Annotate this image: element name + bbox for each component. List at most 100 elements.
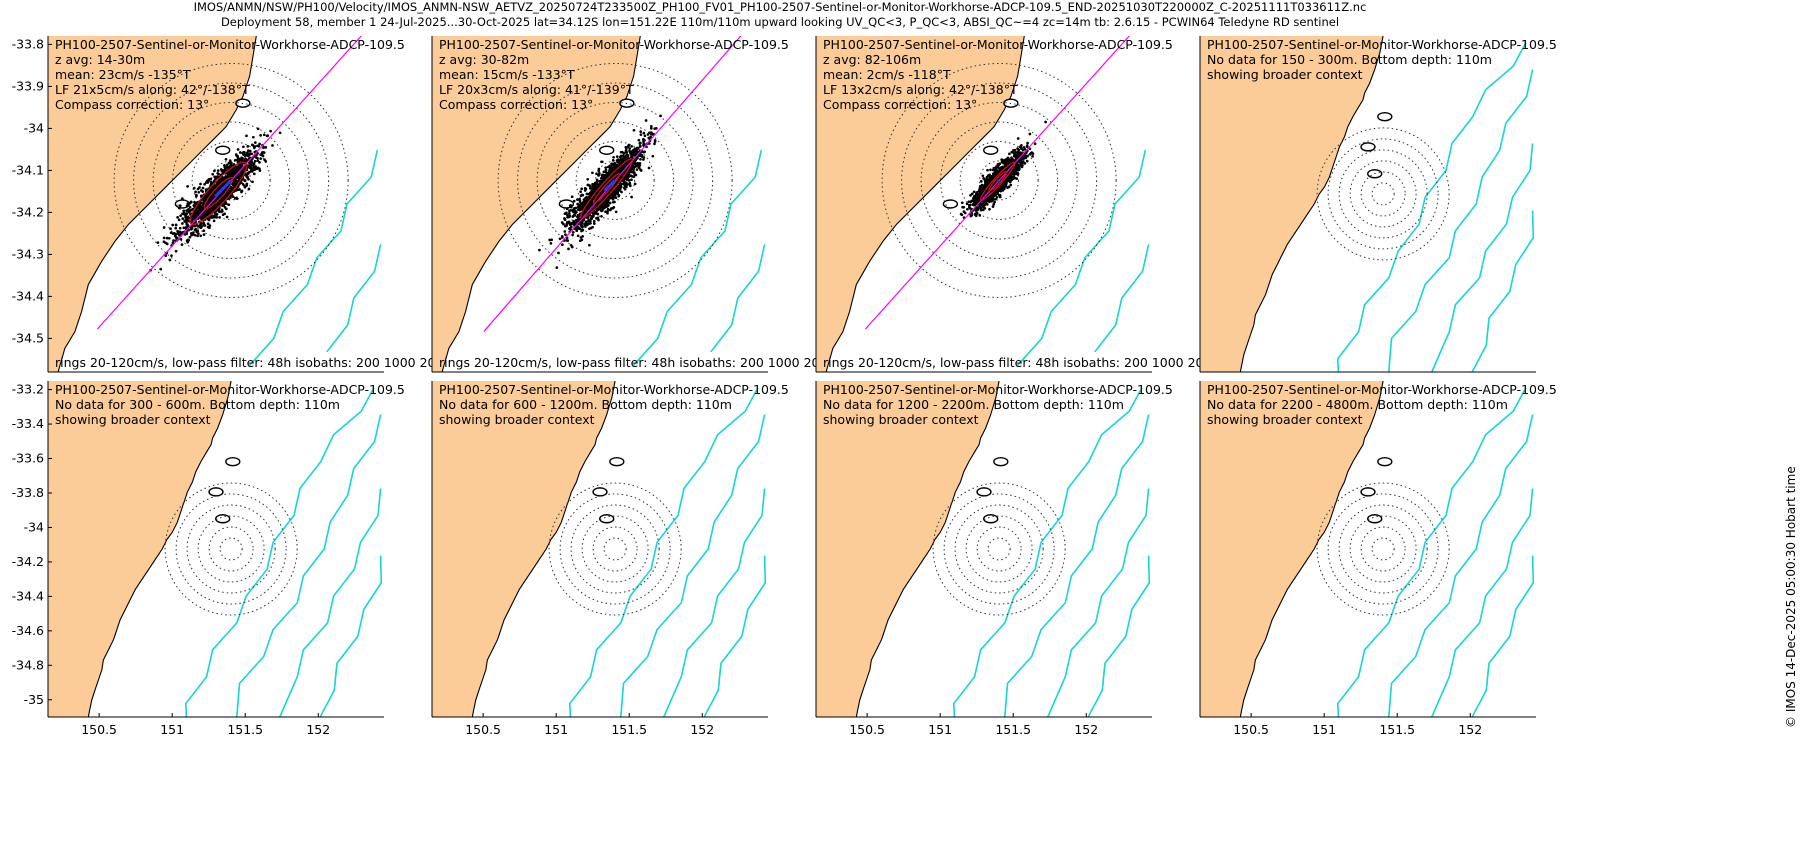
panel-info-line-1: No data for 600 - 1200m. Bottom depth: 1… [439, 397, 732, 412]
scatter-point [971, 199, 975, 203]
scatter-point [576, 205, 580, 209]
scatter-point [981, 184, 985, 187]
scatter-point [634, 165, 637, 168]
scatter-point [601, 209, 604, 212]
speed-ring-120 [548, 482, 682, 616]
scatter-point [250, 160, 254, 164]
scatter-point [635, 168, 639, 171]
scatter-point [1023, 162, 1027, 165]
scatter-point [181, 222, 184, 225]
scatter-point [233, 169, 237, 173]
scatter-point [643, 134, 647, 138]
isobath-line-4 [1471, 555, 1535, 717]
scatter-point [564, 224, 567, 228]
isobath-line-3 [663, 488, 766, 717]
scatter-point [222, 195, 226, 199]
scatter-point [557, 251, 560, 255]
panel-5-map [48, 381, 384, 717]
scatter-point [994, 191, 998, 195]
scatter-point [264, 160, 268, 163]
scatter-point [565, 239, 568, 242]
scatter-point [550, 238, 554, 242]
speed-ring-100 [133, 82, 330, 279]
speed-ring-20 [979, 160, 1020, 201]
scatter-point [600, 205, 603, 209]
scatter-point [586, 223, 589, 227]
scatter-point [643, 150, 646, 154]
x-tick-label: 152 [1458, 722, 1482, 737]
scatter-point [251, 180, 254, 184]
speed-ring-80 [186, 504, 276, 594]
scatter-point [959, 212, 963, 216]
y-tick-label: -34.2 [12, 204, 44, 219]
x-tick-label: 151 [1312, 722, 1336, 737]
scatter-point [631, 149, 634, 153]
scatter-point [240, 189, 244, 193]
scatter-point [560, 221, 564, 224]
scatter-point [207, 178, 211, 182]
scatter-point [629, 174, 633, 178]
scatter-point [988, 199, 992, 203]
scatter-point [591, 215, 595, 218]
scatter-point [984, 201, 987, 205]
y-tick-label: -34.4 [12, 588, 44, 603]
scatter-point [188, 209, 192, 213]
scatter-point [1021, 163, 1024, 167]
scatter-point [625, 151, 628, 154]
scatter-point [647, 166, 651, 170]
panel-info-line-3: LF 21x5cm/s along: 42°/-138°T [55, 82, 250, 97]
scatter-point [977, 195, 981, 199]
isobath-line-2 [1388, 414, 1534, 717]
panel-info-line-1: z avg: 82-106m [823, 52, 921, 67]
scatter-point [614, 196, 618, 200]
estuary [1377, 456, 1393, 467]
scatter-point [250, 143, 254, 147]
scatter-point [623, 184, 627, 187]
estuary [215, 514, 231, 524]
scatter-point [589, 226, 593, 230]
panel-title: PH100-2507-Sentinel-or-Monitor-Workhorse… [1207, 37, 1557, 52]
scatter-point [199, 234, 203, 238]
scatter-point [211, 195, 215, 199]
scatter-point [580, 221, 584, 225]
scatter-point [179, 237, 183, 241]
scatter-point [599, 180, 602, 184]
scatter-point [580, 238, 584, 242]
panel-4: PH100-2507-Sentinel-or-Monitor-Workhorse… [1199, 36, 1557, 373]
panel-title: PH100-2507-Sentinel-or-Monitor-Workhorse… [439, 37, 789, 52]
speed-ring-40 [1360, 526, 1406, 572]
x-tick-label: 150.5 [1233, 722, 1269, 737]
scatter-point [604, 168, 608, 172]
scatter-point [1028, 147, 1032, 151]
scatter-point [597, 218, 600, 222]
scatter-point [193, 224, 197, 228]
scatter-point [225, 192, 229, 196]
scatter-point [1014, 151, 1018, 154]
scatter-point [215, 216, 219, 219]
scatter-point [567, 212, 571, 215]
scatter-point [168, 258, 172, 262]
scatter-point [569, 225, 573, 229]
scatter-point [224, 157, 228, 161]
scatter-point [236, 148, 240, 151]
scatter-point [642, 156, 646, 159]
scatter-point [636, 147, 640, 150]
scatter-point [213, 169, 216, 173]
scatter-point [253, 155, 257, 158]
scatter-point [215, 197, 218, 201]
scatter-point [246, 176, 249, 179]
panel-info-line-1: z avg: 14-30m [55, 52, 145, 67]
scatter-point [538, 248, 541, 252]
speed-ring-80 [920, 101, 1078, 259]
scatter-point [246, 145, 250, 148]
scatter-point [183, 220, 187, 223]
scatter-point [618, 155, 622, 159]
land-area [816, 36, 1025, 372]
estuary [599, 145, 615, 155]
scatter-point [597, 173, 601, 177]
scatter-point [604, 210, 607, 214]
speed-ring-60 [1349, 160, 1417, 228]
scatter-point [590, 189, 593, 193]
scatter-point [185, 218, 188, 222]
y-tick-label: -34.4 [12, 288, 44, 303]
